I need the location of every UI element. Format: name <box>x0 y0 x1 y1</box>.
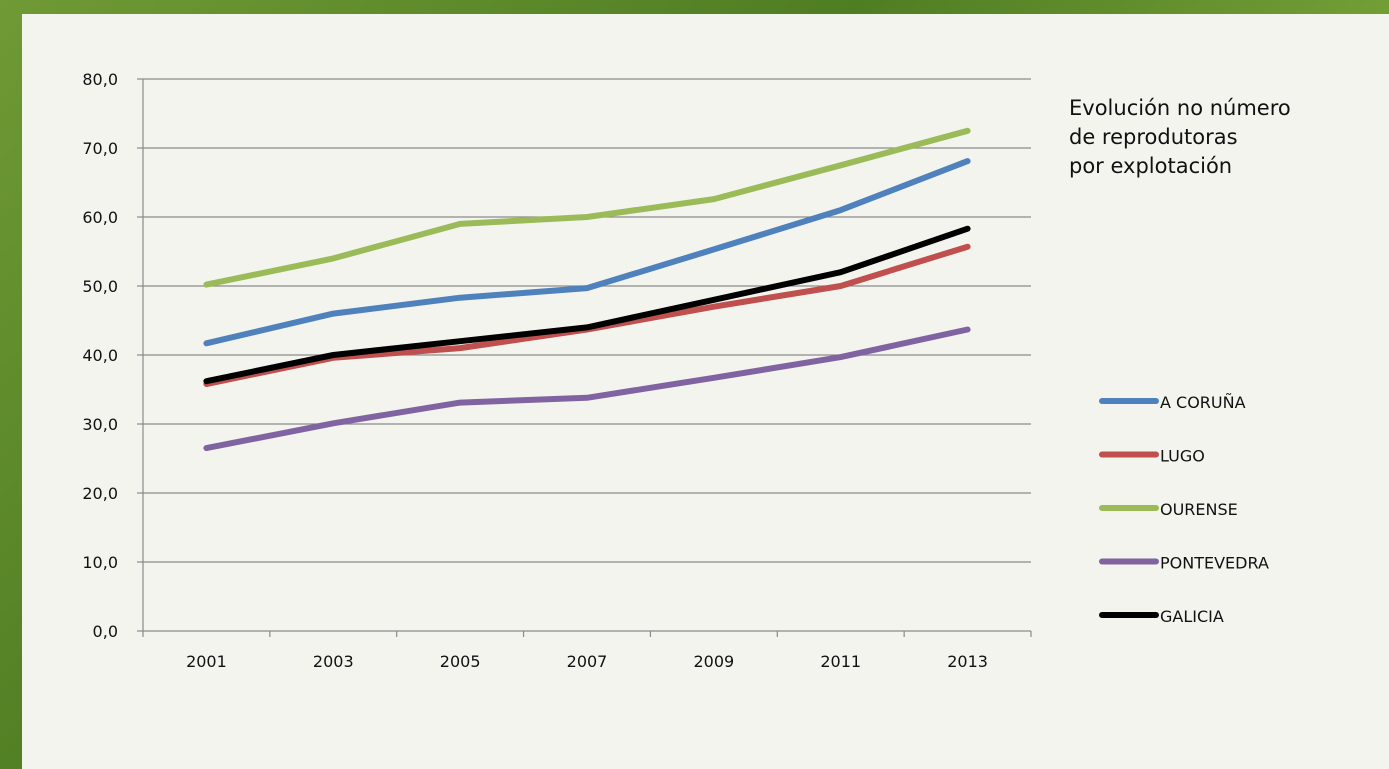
legend: A CORUÑA LUGO OURENSE PONTEVEDRA GALICIA <box>1099 393 1269 626</box>
y-tick-label: 80,0 <box>82 70 118 89</box>
legend-label: OURENSE <box>1160 500 1238 519</box>
series-line-galicia <box>203 225 971 385</box>
x-tick-label: 2009 <box>693 652 734 671</box>
chart-title-line-2: de reprodutoras <box>1069 125 1238 149</box>
legend-label: PONTEVEDRA <box>1160 554 1269 573</box>
y-tick-label: 70,0 <box>82 139 118 158</box>
y-tick-label: 50,0 <box>82 277 118 296</box>
x-tick-label: 2007 <box>567 652 608 671</box>
y-tick-label: 0,0 <box>93 622 118 641</box>
axes: 0,0 10,0 20,0 30,0 40,0 50,0 60,0 70,0 80,0 2001 2… <box>82 70 1032 671</box>
series-line-pontevedra <box>203 326 971 452</box>
series-line-a-coru-a <box>203 158 971 347</box>
x-tick-label: 2003 <box>313 652 354 671</box>
chart-title-line-1: Evolución no número <box>1069 96 1291 120</box>
legend-label: LUGO <box>1160 447 1205 466</box>
y-tick-label: 20,0 <box>82 484 118 503</box>
y-tick-label: 10,0 <box>82 553 118 572</box>
series-lines <box>203 127 971 452</box>
chart-title: Evolución no número de reprodutoras por … <box>1069 94 1369 181</box>
y-tick-label: 60,0 <box>82 208 118 227</box>
x-tick-label: 2011 <box>820 652 861 671</box>
series-line-ourense <box>203 127 971 288</box>
chart-title-line-3: por explotación <box>1069 154 1233 178</box>
legend-label: A CORUÑA <box>1160 393 1246 412</box>
chart-panel <box>22 14 1389 769</box>
x-tick-label: 2005 <box>440 652 481 671</box>
grid-lines <box>143 78 1031 632</box>
legend-label: GALICIA <box>1160 607 1224 626</box>
x-tick-label: 2013 <box>947 652 988 671</box>
y-tick-label: 40,0 <box>82 346 118 365</box>
x-tick-label: 2001 <box>186 652 227 671</box>
y-tick-label: 30,0 <box>82 415 118 434</box>
